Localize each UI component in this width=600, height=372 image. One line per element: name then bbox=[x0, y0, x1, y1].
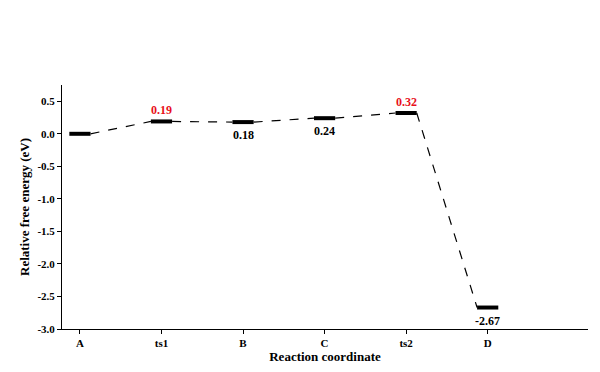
svg-text:Reaction coordinate: Reaction coordinate bbox=[269, 349, 381, 364]
svg-text:ts2: ts2 bbox=[399, 337, 413, 349]
svg-text:A: A bbox=[76, 337, 84, 349]
svg-text:-0.5: -0.5 bbox=[37, 160, 55, 172]
svg-text:0.24: 0.24 bbox=[314, 124, 335, 138]
svg-text:-2.5: -2.5 bbox=[37, 290, 55, 302]
svg-text:-1.0: -1.0 bbox=[37, 193, 55, 205]
svg-text:0.0: 0.0 bbox=[41, 128, 55, 140]
svg-text:0.5: 0.5 bbox=[41, 95, 55, 107]
svg-text:-3.0: -3.0 bbox=[37, 323, 55, 335]
svg-text:-2.0: -2.0 bbox=[37, 258, 55, 270]
svg-text:0.32: 0.32 bbox=[396, 95, 417, 109]
svg-text:C: C bbox=[321, 337, 329, 349]
svg-text:ts1: ts1 bbox=[155, 337, 168, 349]
svg-text:-2.67: -2.67 bbox=[475, 314, 500, 328]
svg-text:Relative free energy (eV): Relative free energy (eV) bbox=[17, 138, 32, 276]
svg-text:0.19: 0.19 bbox=[151, 103, 172, 117]
svg-text:0.18: 0.18 bbox=[233, 128, 254, 142]
svg-text:D: D bbox=[484, 337, 492, 349]
svg-text:B: B bbox=[239, 337, 247, 349]
svg-text:-1.5: -1.5 bbox=[37, 225, 55, 237]
